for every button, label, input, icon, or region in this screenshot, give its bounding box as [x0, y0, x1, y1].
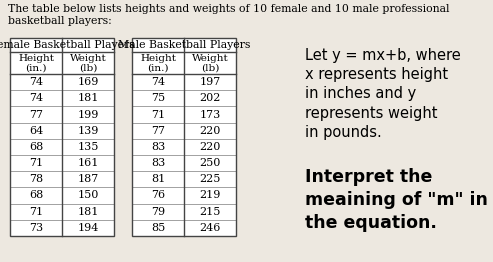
- Text: 71: 71: [151, 110, 165, 119]
- Text: Male Basketball Players: Male Basketball Players: [118, 40, 250, 50]
- Text: 64: 64: [29, 126, 43, 136]
- Text: 220: 220: [199, 126, 221, 136]
- Text: 194: 194: [77, 223, 99, 233]
- Text: 79: 79: [151, 207, 165, 217]
- Text: 75: 75: [151, 93, 165, 103]
- Text: Height
(in.): Height (in.): [140, 54, 176, 72]
- Bar: [132, 38, 236, 236]
- Text: 83: 83: [151, 158, 165, 168]
- Text: Interpret the
meaining of "m" in
the equation.: Interpret the meaining of "m" in the equ…: [305, 168, 488, 232]
- Text: 76: 76: [151, 190, 165, 200]
- Text: 187: 187: [77, 174, 99, 184]
- Text: 150: 150: [77, 190, 99, 200]
- Text: 202: 202: [199, 93, 221, 103]
- Text: 181: 181: [77, 207, 99, 217]
- Text: 71: 71: [29, 207, 43, 217]
- Bar: [10, 38, 114, 236]
- Text: The table below lists heights and weights of 10 female and 10 male professional
: The table below lists heights and weight…: [8, 4, 450, 26]
- Text: 199: 199: [77, 110, 99, 119]
- Text: 173: 173: [199, 110, 221, 119]
- Text: Height
(in.): Height (in.): [18, 54, 54, 72]
- Text: 139: 139: [77, 126, 99, 136]
- Text: 83: 83: [151, 142, 165, 152]
- Text: 77: 77: [151, 126, 165, 136]
- Text: 68: 68: [29, 142, 43, 152]
- Text: 78: 78: [29, 174, 43, 184]
- Text: 74: 74: [29, 93, 43, 103]
- Text: 77: 77: [29, 110, 43, 119]
- Text: 74: 74: [29, 77, 43, 87]
- Text: 250: 250: [199, 158, 221, 168]
- Text: 225: 225: [199, 174, 221, 184]
- Text: 181: 181: [77, 93, 99, 103]
- Text: 161: 161: [77, 158, 99, 168]
- Text: Female Basketball Players: Female Basketball Players: [0, 40, 135, 50]
- Text: Let y = mx+b, where
x represents height
in inches and y
represents weight
in pou: Let y = mx+b, where x represents height …: [305, 48, 461, 140]
- Text: 73: 73: [29, 223, 43, 233]
- Text: 246: 246: [199, 223, 221, 233]
- Text: 85: 85: [151, 223, 165, 233]
- Text: 71: 71: [29, 158, 43, 168]
- Text: 215: 215: [199, 207, 221, 217]
- Text: 68: 68: [29, 190, 43, 200]
- Text: 169: 169: [77, 77, 99, 87]
- Text: 219: 219: [199, 190, 221, 200]
- Text: 81: 81: [151, 174, 165, 184]
- Text: 74: 74: [151, 77, 165, 87]
- Text: 135: 135: [77, 142, 99, 152]
- Text: 197: 197: [199, 77, 221, 87]
- Text: Weight
(lb): Weight (lb): [70, 54, 106, 72]
- Text: 220: 220: [199, 142, 221, 152]
- Text: Weight
(lb): Weight (lb): [192, 54, 228, 72]
